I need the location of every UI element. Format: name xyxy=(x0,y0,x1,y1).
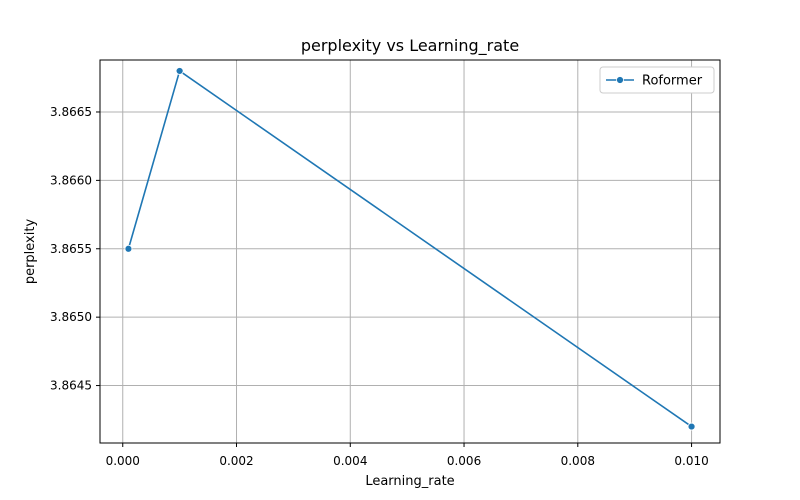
x-tick-label: 0.006 xyxy=(447,454,481,468)
legend: Roformer xyxy=(599,66,715,94)
x-tick-label: 0.008 xyxy=(561,454,595,468)
x-tick-label: 0.004 xyxy=(333,454,367,468)
data-point xyxy=(175,67,184,75)
data-point xyxy=(124,244,133,253)
x-tick-label: 0.010 xyxy=(674,454,708,468)
x-tick-label: 0.002 xyxy=(219,454,253,468)
y-tick-label: 3.8650 xyxy=(50,310,92,324)
legend-box xyxy=(599,66,715,94)
y-axis-label: perplexity xyxy=(23,219,38,285)
series-layer xyxy=(124,67,696,431)
grid xyxy=(100,60,720,443)
legend-label: Roformer xyxy=(642,74,703,89)
data-point xyxy=(687,422,696,431)
legend-swatch-marker xyxy=(616,76,624,84)
x-axis-label: Learning_rate xyxy=(365,474,454,489)
chart-title: perplexity vs Learning_rate xyxy=(301,36,519,56)
x-tick-label: 0.000 xyxy=(106,454,140,468)
y-tick-label: 3.8655 xyxy=(50,242,92,256)
plot-frame xyxy=(99,59,721,444)
y-tick-label: 3.8660 xyxy=(50,173,92,187)
ticks: 0.000 0.002 0.004 0.006 0.008 0.010 3.8645 3.86… xyxy=(50,105,709,468)
y-tick-label: 3.8645 xyxy=(50,379,92,393)
y-tick-label: 3.8665 xyxy=(50,105,92,119)
